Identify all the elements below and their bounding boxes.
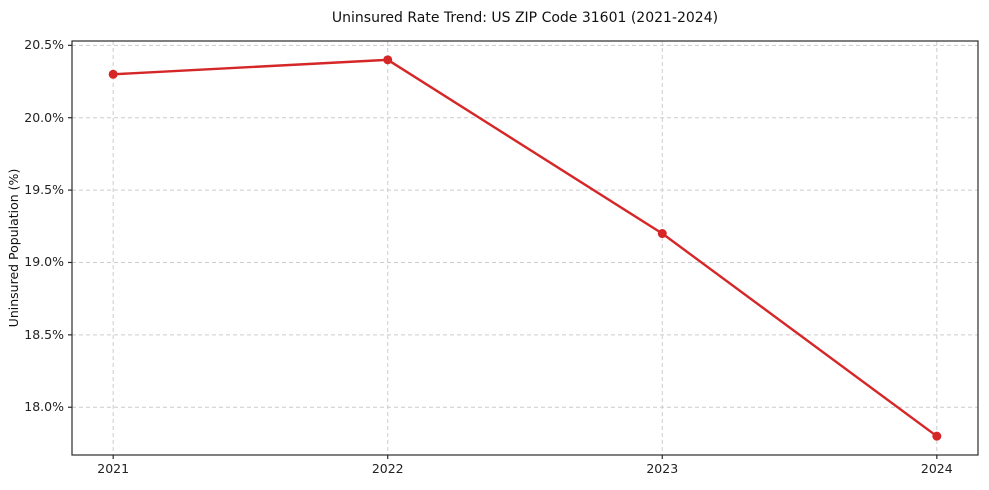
x-tick-label: 2024 (920, 461, 953, 476)
data-point-2024 (932, 431, 942, 441)
y-tick-label: 18.0% (24, 399, 64, 415)
plot-frame (71, 40, 979, 456)
chart-title: Uninsured Rate Trend: US ZIP Code 31601 … (331, 10, 719, 26)
y-tick-label: 19.5% (24, 182, 64, 198)
x-tick-label: 2022 (371, 461, 404, 476)
x-tick-label: 2023 (646, 461, 679, 476)
x-tick-label: 2021 (97, 461, 130, 476)
data-point-2023 (657, 229, 667, 239)
y-tick-label: 20.5% (24, 37, 64, 53)
y-tick-label: 20.0% (24, 109, 64, 125)
trend-line (111, 58, 939, 438)
y-tick-label: 18.5% (24, 326, 64, 342)
data-point-2021 (108, 69, 118, 79)
data-point-2022 (383, 55, 393, 65)
y-tick-label: 19.0% (24, 254, 64, 270)
